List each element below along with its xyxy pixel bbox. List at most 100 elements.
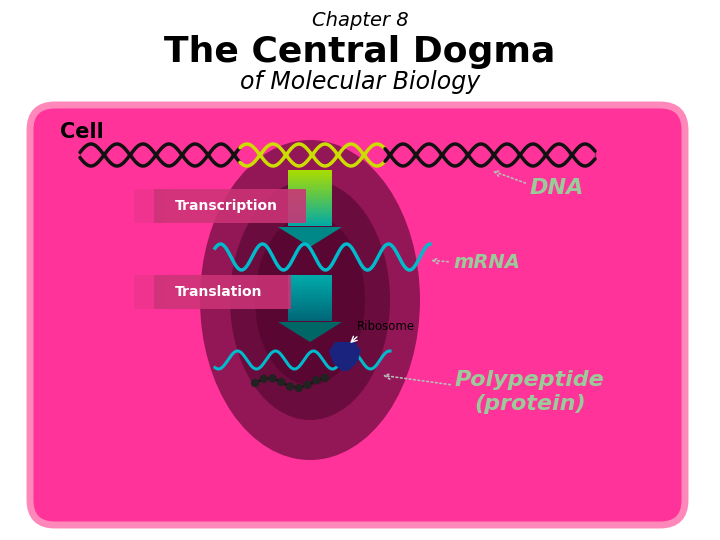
Text: of Molecular Biology: of Molecular Biology [240,70,480,94]
Bar [288,193,332,194]
Bar [288,200,332,201]
Circle shape [304,381,311,388]
Bar [288,188,332,190]
FancyBboxPatch shape [154,275,291,309]
Bar [288,213,332,214]
Bar [288,285,332,286]
Ellipse shape [255,215,365,385]
Bar [288,294,332,295]
Bar [288,296,332,298]
Bar [288,210,332,211]
Bar [288,215,332,217]
Circle shape [260,375,267,382]
Bar [288,176,332,177]
Bar [288,184,332,186]
Bar [288,299,332,301]
Text: Transcription: Transcription [175,199,278,213]
Bar [288,174,332,176]
Bar [288,197,332,199]
Ellipse shape [200,140,420,460]
Circle shape [278,379,284,386]
Bar [288,217,332,219]
Bar [288,199,332,200]
Text: Polypeptide
(protein): Polypeptide (protein) [455,369,605,414]
Bar [288,191,332,193]
Bar [288,194,332,195]
FancyBboxPatch shape [154,189,306,223]
Bar [288,313,332,314]
Bar [288,214,332,215]
Bar [288,305,332,306]
Bar [288,211,332,213]
Bar [288,302,332,303]
Circle shape [312,377,320,384]
Bar [288,195,332,197]
Bar [288,186,332,187]
Bar [288,180,332,181]
Text: The Central Dogma: The Central Dogma [164,35,556,69]
Bar [288,288,332,290]
Text: Cell: Cell [60,122,104,142]
Bar [288,208,332,210]
Bar [288,283,332,285]
Bar [288,315,332,316]
Bar [288,303,332,305]
Bar [288,286,332,287]
Bar [288,290,332,291]
Bar [288,276,332,278]
Text: Chapter 8: Chapter 8 [312,10,408,30]
Bar [288,291,332,293]
Bar [288,318,332,319]
Bar [288,280,332,282]
Bar [288,190,332,191]
Circle shape [295,384,302,391]
Bar [288,183,332,184]
Bar [288,222,332,224]
Text: Translation: Translation [175,285,263,299]
Bar [288,308,332,310]
Bar [288,181,332,183]
Bar [288,173,332,174]
Circle shape [322,375,328,381]
Bar [288,298,332,299]
Bar [288,179,332,180]
Bar [288,204,332,206]
Bar [288,201,332,203]
Bar [288,220,332,221]
Bar [288,314,332,315]
Polygon shape [278,322,342,342]
Bar [288,203,332,204]
Text: mRNA: mRNA [453,253,520,272]
FancyBboxPatch shape [30,105,685,525]
Ellipse shape [230,180,390,420]
Bar [288,311,332,313]
Bar [288,224,332,226]
FancyBboxPatch shape [134,189,166,223]
Bar [288,306,332,307]
Bar [288,275,332,276]
Bar [288,207,332,208]
Bar [288,307,332,308]
Bar [288,171,332,173]
Bar [288,187,332,188]
Polygon shape [329,342,361,371]
FancyBboxPatch shape [134,275,166,309]
Bar [288,287,332,288]
Bar [288,177,332,179]
Bar [288,170,332,171]
Bar [288,295,332,296]
Bar [288,206,332,207]
Circle shape [287,383,294,390]
Circle shape [269,375,276,382]
Bar [288,278,332,279]
Bar [288,316,332,318]
Bar [288,293,332,294]
Polygon shape [278,227,342,247]
Bar [288,221,332,222]
Bar [288,319,332,321]
Text: DNA: DNA [530,178,585,198]
Circle shape [251,380,258,387]
Bar [288,219,332,220]
Bar [288,301,332,302]
Bar [288,310,332,311]
